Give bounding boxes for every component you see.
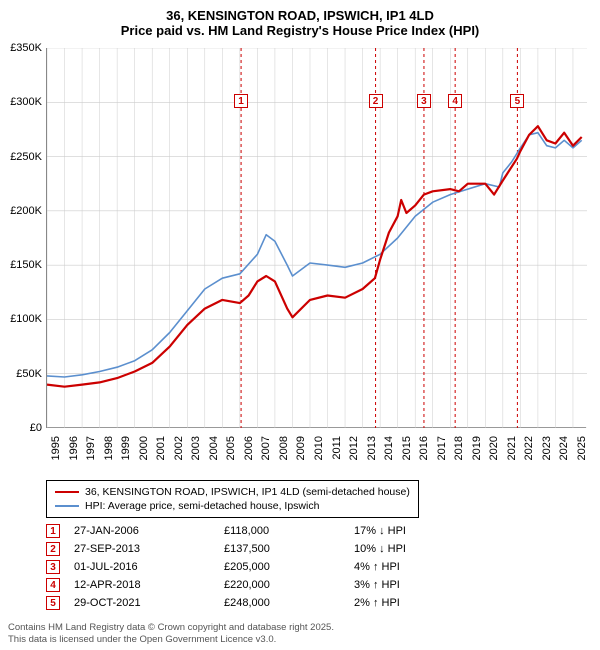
y-axis-tick-label: £250K (10, 151, 42, 163)
y-axis-tick-label: £200K (10, 205, 42, 217)
row-price: £248,000 (224, 597, 354, 609)
x-axis-tick-label: 2005 (225, 436, 237, 460)
x-axis-tick-label: 2009 (295, 436, 307, 460)
x-axis-tick-label: 1998 (103, 436, 115, 460)
x-axis-tick-label: 2004 (208, 436, 220, 460)
table-row: 2 27-SEP-2013£137,50010% ↓ HPI (46, 540, 474, 558)
table-row: 3 01-JUL-2016£205,0004% ↑ HPI (46, 558, 474, 576)
chart-marker-badge: 1 (234, 94, 248, 108)
title-block: 36, KENSINGTON ROAD, IPSWICH, IP1 4LD Pr… (0, 0, 600, 42)
row-pct: 3% ↑ HPI (354, 579, 474, 591)
legend-row: 36, KENSINGTON ROAD, IPSWICH, IP1 4LD (s… (55, 485, 410, 499)
y-axis-tick-label: £50K (16, 368, 42, 380)
x-axis-tick-label: 1999 (120, 436, 132, 460)
row-date: 12-APR-2018 (74, 579, 224, 591)
price-table: 1 27-JAN-2006£118,00017% ↓ HPI 2 27-SEP-201… (46, 522, 474, 612)
plot-area: 1 2 3 4 5 (46, 48, 586, 428)
row-pct: 17% ↓ HPI (354, 525, 474, 537)
footer-line-1: Contains HM Land Registry data © Crown c… (8, 622, 334, 634)
chart-marker-badge: 5 (510, 94, 524, 108)
x-axis-tick-label: 2003 (190, 436, 202, 460)
legend-row: HPI: Average price, semi-detached house,… (55, 499, 410, 513)
x-axis-tick-label: 2006 (243, 436, 255, 460)
x-axis-tick-label: 2019 (471, 436, 483, 460)
x-axis-tick-label: 2020 (488, 436, 500, 460)
x-axis-tick-label: 2014 (383, 436, 395, 460)
table-row: 1 27-JAN-2006£118,00017% ↓ HPI (46, 522, 474, 540)
x-axis-tick-label: 2001 (155, 436, 167, 460)
x-axis-tick-label: 2022 (523, 436, 535, 460)
chart-marker-badge: 3 (417, 94, 431, 108)
chart-marker-badge: 2 (369, 94, 383, 108)
row-price: £137,500 (224, 543, 354, 555)
row-date: 27-JAN-2006 (74, 525, 224, 537)
title-line-2: Price paid vs. HM Land Registry's House … (0, 23, 600, 38)
y-axis-tick-label: £150K (10, 259, 42, 271)
x-axis-tick-label: 2002 (173, 436, 185, 460)
x-axis-tick-label: 2023 (541, 436, 553, 460)
y-axis-labels: £0£50K£100K£150K£200K£250K£300K£350K (0, 48, 44, 428)
x-axis-tick-label: 2008 (278, 436, 290, 460)
table-row: 4 12-APR-2018£220,0003% ↑ HPI (46, 576, 474, 594)
legend-box: 36, KENSINGTON ROAD, IPSWICH, IP1 4LD (s… (46, 480, 419, 518)
title-line-1: 36, KENSINGTON ROAD, IPSWICH, IP1 4LD (0, 8, 600, 23)
row-badge: 3 (46, 560, 60, 574)
x-axis-tick-label: 2010 (313, 436, 325, 460)
chart-container: 36, KENSINGTON ROAD, IPSWICH, IP1 4LD Pr… (0, 0, 600, 650)
x-axis-tick-label: 1995 (50, 436, 62, 460)
footer-line-2: This data is licensed under the Open Gov… (8, 634, 334, 646)
legend-swatch (55, 505, 79, 507)
row-price: £220,000 (224, 579, 354, 591)
row-pct: 10% ↓ HPI (354, 543, 474, 555)
row-badge: 2 (46, 542, 60, 556)
row-pct: 2% ↑ HPI (354, 597, 474, 609)
row-badge: 4 (46, 578, 60, 592)
x-axis-tick-label: 1996 (68, 436, 80, 460)
legend-swatch (55, 491, 79, 494)
x-axis-tick-label: 2016 (418, 436, 430, 460)
row-date: 27-SEP-2013 (74, 543, 224, 555)
row-badge: 5 (46, 596, 60, 610)
legend-label: 36, KENSINGTON ROAD, IPSWICH, IP1 4LD (s… (85, 486, 410, 498)
chart-svg (47, 48, 587, 428)
x-axis-tick-label: 2018 (453, 436, 465, 460)
x-axis-tick-label: 2024 (558, 436, 570, 460)
row-price: £205,000 (224, 561, 354, 573)
footer-text: Contains HM Land Registry data © Crown c… (8, 622, 334, 646)
row-pct: 4% ↑ HPI (354, 561, 474, 573)
x-axis-tick-label: 2021 (506, 436, 518, 460)
x-axis-tick-label: 2000 (138, 436, 150, 460)
y-axis-tick-label: £350K (10, 42, 42, 54)
row-price: £118,000 (224, 525, 354, 537)
x-axis-tick-label: 2013 (366, 436, 378, 460)
y-axis-tick-label: £100K (10, 313, 42, 325)
x-axis-tick-label: 2025 (576, 436, 588, 460)
row-date: 29-OCT-2021 (74, 597, 224, 609)
y-axis-tick-label: £0 (30, 422, 42, 434)
x-axis-tick-label: 2017 (436, 436, 448, 460)
chart-marker-badge: 4 (448, 94, 462, 108)
row-badge: 1 (46, 524, 60, 538)
x-axis-tick-label: 2012 (348, 436, 360, 460)
row-date: 01-JUL-2016 (74, 561, 224, 573)
x-axis-tick-label: 2015 (401, 436, 413, 460)
x-axis-tick-label: 2007 (260, 436, 272, 460)
legend-label: HPI: Average price, semi-detached house,… (85, 500, 319, 512)
x-axis-labels: 1995 1996 1997 1998 1999 2000 2001 2002 2003 2004… (46, 432, 586, 477)
x-axis-tick-label: 1997 (85, 436, 97, 460)
y-axis-tick-label: £300K (10, 96, 42, 108)
table-row: 5 29-OCT-2021£248,0002% ↑ HPI (46, 594, 474, 612)
x-axis-tick-label: 2011 (331, 436, 343, 460)
